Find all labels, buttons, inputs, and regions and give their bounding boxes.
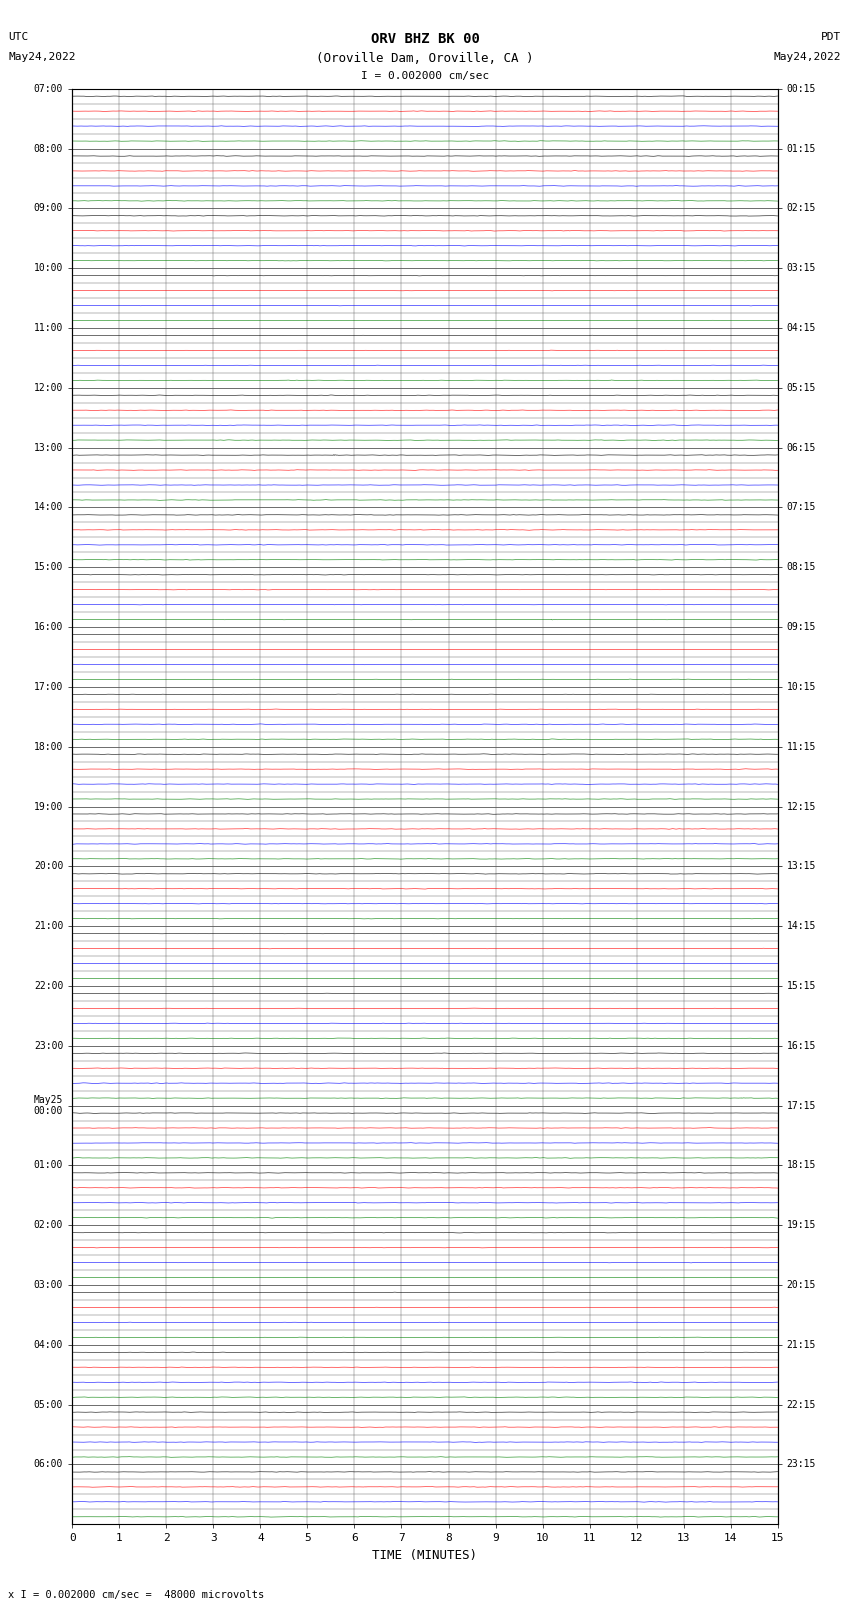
Text: UTC: UTC: [8, 32, 29, 42]
X-axis label: TIME (MINUTES): TIME (MINUTES): [372, 1548, 478, 1561]
Text: I = 0.002000 cm/sec: I = 0.002000 cm/sec: [361, 71, 489, 81]
Text: May24,2022: May24,2022: [8, 52, 76, 61]
Text: May24,2022: May24,2022: [774, 52, 842, 61]
Text: ORV BHZ BK 00: ORV BHZ BK 00: [371, 32, 479, 47]
Text: (Oroville Dam, Oroville, CA ): (Oroville Dam, Oroville, CA ): [316, 52, 534, 65]
Text: PDT: PDT: [821, 32, 842, 42]
Text: x I = 0.002000 cm/sec =  48000 microvolts: x I = 0.002000 cm/sec = 48000 microvolts: [8, 1590, 264, 1600]
